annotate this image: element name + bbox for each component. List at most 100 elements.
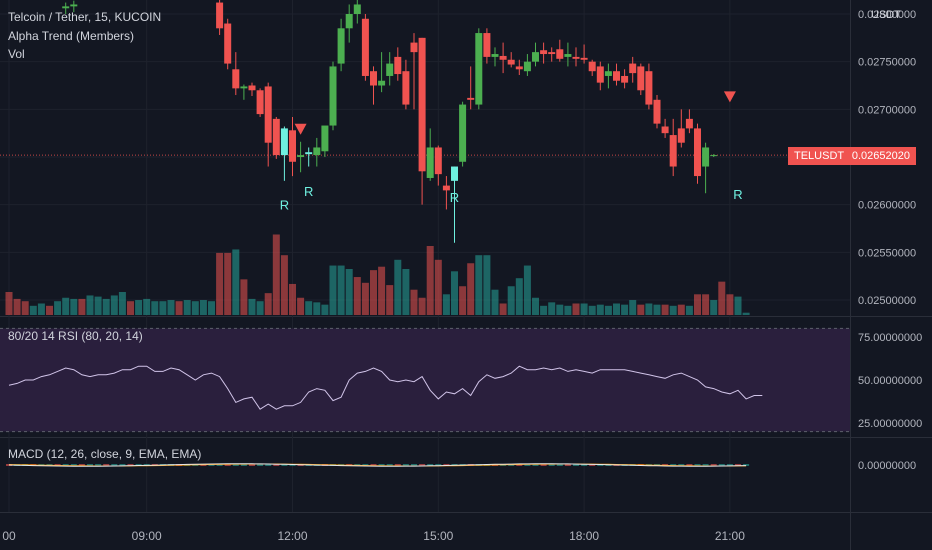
candle-body <box>240 86 248 89</box>
volume-bar <box>588 305 596 315</box>
macd-legend[interactable]: MACD (12, 26, close, 9, EMA, EMA) <box>8 447 202 461</box>
macd-histogram-bar <box>370 464 377 466</box>
macd-histogram-bar <box>564 464 571 466</box>
volume-bar <box>515 278 523 315</box>
candle-body <box>289 130 296 162</box>
candle-body <box>297 155 305 157</box>
macd-histogram-bar <box>694 464 701 466</box>
volume-bar <box>272 234 280 315</box>
volume-bar <box>532 297 539 315</box>
candle-body <box>418 37 426 172</box>
volume-bar <box>426 246 434 315</box>
macd-histogram-bar <box>249 464 255 466</box>
candle-body <box>499 55 507 60</box>
rsi-tick-label: 25.00000000 <box>858 418 922 430</box>
candle-body <box>604 71 612 76</box>
time-tick-label: 15:00 <box>423 529 453 543</box>
macd-histogram-bar <box>265 464 272 466</box>
volume-bar <box>102 298 110 315</box>
rsi-legend[interactable]: 80/20 14 RSI (80, 20, 14) <box>8 329 143 343</box>
candle-body <box>353 4 361 14</box>
volume-bar <box>46 305 53 315</box>
volume-bar <box>21 301 29 315</box>
volume-bar <box>653 304 661 315</box>
volume-bar <box>151 301 159 315</box>
candle-body <box>507 59 515 65</box>
time-tick-label: 00 <box>2 529 16 543</box>
candle-body <box>588 61 596 72</box>
macd-histogram-bar <box>743 464 750 466</box>
candle-body <box>669 135 677 167</box>
macd-histogram-bar <box>556 464 563 466</box>
last-price-tag: TELUSDT 0.02652020 <box>788 147 916 165</box>
candle-body <box>345 14 353 29</box>
symbol-legend[interactable]: Telcoin / Tether, 15, KUCOIN <box>8 10 162 24</box>
candle-body <box>264 86 272 143</box>
volume-bar <box>297 297 305 315</box>
volume-bar <box>305 301 313 315</box>
volume-bar <box>702 294 710 315</box>
candle-body <box>580 57 588 60</box>
time-tick-label: 12:00 <box>277 529 307 543</box>
macd-histogram-bar <box>281 464 288 466</box>
volume-bar <box>669 305 677 315</box>
macd-histogram-bar <box>386 464 393 466</box>
indicator-legend-alpha-trend[interactable]: Alpha Trend (Members) <box>8 29 135 43</box>
sell-signal-arrow <box>294 123 307 135</box>
volume-bar <box>175 301 183 315</box>
macd-histogram-bar <box>532 464 539 466</box>
rsi-tick-label: 75.00000000 <box>858 332 922 344</box>
volume-bar <box>256 301 264 315</box>
volume-bar <box>167 300 175 315</box>
volume-bar <box>86 295 94 315</box>
signal-label-r: R <box>280 197 289 212</box>
signal-label-r: R <box>304 184 313 199</box>
volume-bar <box>523 265 531 315</box>
volume-bar <box>110 295 118 315</box>
candle-body <box>645 71 653 105</box>
volume-bar <box>434 259 442 315</box>
volume-bar <box>321 304 329 315</box>
indicator-legend-volume[interactable]: Vol <box>8 47 25 61</box>
candle-body <box>621 75 629 83</box>
volume-bar <box>661 304 669 315</box>
candle-body <box>394 56 402 75</box>
macd-histogram-bar <box>394 464 401 466</box>
candle-body <box>62 6 70 9</box>
candle-body <box>313 147 321 156</box>
candle-body <box>491 54 499 57</box>
volume-bar <box>637 304 645 315</box>
macd-histogram-bar <box>378 464 385 466</box>
macd-histogram-bar <box>62 464 69 466</box>
candle-body <box>515 66 523 70</box>
candle-body <box>378 80 386 86</box>
candle-body <box>523 61 531 72</box>
volume-bar <box>475 255 483 315</box>
macd-histogram-bar <box>670 464 677 466</box>
volume-bar <box>483 255 491 315</box>
candle-body <box>475 33 483 105</box>
volume-bar <box>556 304 564 315</box>
macd-histogram-bar <box>726 464 733 466</box>
volume-bar <box>94 296 102 315</box>
signal-label-r: R <box>733 187 742 202</box>
candle-body <box>248 85 256 91</box>
candle-body <box>694 128 701 177</box>
macd-histogram-bar <box>419 464 426 466</box>
currency-unit-label[interactable]: USDT <box>871 9 901 21</box>
rsi-line <box>8 365 763 410</box>
volume-bar <box>548 302 556 315</box>
volume-bar <box>159 301 167 315</box>
volume-bar <box>629 300 637 315</box>
volume-bar <box>345 269 353 315</box>
candle-body <box>540 50 548 55</box>
candle-body <box>653 99 661 124</box>
volume-bar <box>572 303 580 315</box>
macd-histogram-bar <box>232 464 239 466</box>
volume-bar <box>726 294 734 315</box>
volume-bar <box>677 304 685 315</box>
candle-body <box>637 66 645 91</box>
candle-body <box>548 52 556 55</box>
volume-bar <box>29 305 37 315</box>
